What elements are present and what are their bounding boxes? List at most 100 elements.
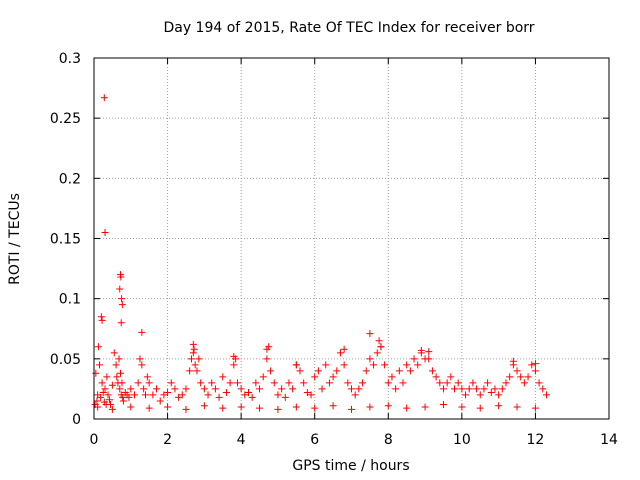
data-point-marker: [107, 401, 115, 409]
data-point-marker: [164, 389, 172, 397]
data-point-marker: [182, 385, 190, 393]
data-point-marker: [100, 94, 108, 102]
data-point-marker: [454, 379, 462, 387]
y-tick-label: 0: [72, 412, 81, 428]
data-point-marker: [256, 385, 264, 393]
x-tick-label: 0: [90, 432, 99, 448]
data-point-marker: [469, 379, 477, 387]
data-point-marker: [156, 397, 164, 405]
data-point-marker: [200, 402, 208, 410]
data-point-marker: [539, 385, 547, 393]
data-point-marker: [127, 403, 135, 411]
data-point-marker: [370, 361, 378, 369]
data-point-marker: [116, 385, 124, 393]
data-point-marker: [112, 361, 120, 369]
data-point-marker: [292, 361, 300, 369]
data-point-marker: [237, 385, 245, 393]
data-point-marker: [428, 367, 436, 375]
data-point-marker: [531, 367, 539, 375]
x-axis-title: GPS time / hours: [292, 458, 409, 474]
data-point-marker: [189, 340, 197, 348]
data-point-marker: [119, 393, 127, 401]
data-point-marker: [190, 345, 198, 353]
data-point-marker: [145, 404, 153, 412]
axis-ticks: [93, 57, 610, 420]
data-point-marker: [127, 385, 135, 393]
data-point-marker: [200, 385, 208, 393]
data-point-marker: [381, 361, 389, 369]
data-point-marker: [491, 385, 499, 393]
data-point-marker: [517, 373, 525, 381]
data-point-marker: [498, 385, 506, 393]
data-point-marker: [513, 403, 521, 411]
data-point-marker: [142, 391, 149, 399]
data-point-marker: [116, 285, 124, 293]
data-point-marker: [414, 361, 422, 369]
data-point-marker: [303, 389, 311, 397]
y-tick-labels: 0 0.05 0.1 0.15 0.2 0.25 0.3: [50, 51, 81, 428]
data-point-marker: [439, 385, 447, 393]
data-point-marker: [329, 402, 337, 410]
data-point-marker: [399, 379, 407, 387]
data-point-marker: [104, 391, 112, 399]
x-tick-label: 14: [600, 432, 618, 448]
data-point-marker: [513, 367, 521, 375]
data-point-marker: [113, 373, 121, 381]
data-point-marker: [119, 397, 127, 405]
data-point-marker: [377, 343, 385, 351]
data-point-marker: [230, 352, 238, 360]
data-point-marker: [108, 381, 116, 389]
data-point-marker: [406, 367, 414, 375]
data-point-marker: [226, 379, 234, 387]
y-tick-label: 0.3: [59, 51, 81, 67]
data-point-marker: [171, 385, 179, 393]
data-point-marker: [222, 389, 230, 397]
data-point-marker: [348, 385, 355, 393]
y-tick-label: 0.2: [59, 171, 81, 187]
data-point-marker: [366, 330, 374, 338]
data-point-marker: [267, 367, 275, 375]
data-point-marker: [366, 355, 374, 363]
data-point-marker: [108, 405, 116, 413]
data-point-marker: [395, 367, 403, 375]
data-point-marker: [359, 379, 367, 387]
data-point-marker: [182, 405, 190, 413]
data-point-marker: [252, 379, 260, 387]
data-point-marker: [97, 313, 105, 321]
data-point-marker: [340, 345, 348, 353]
data-point-marker: [270, 379, 278, 387]
data-point-marker: [384, 379, 392, 387]
x-tick-label: 12: [527, 432, 545, 448]
data-point-marker: [375, 337, 383, 345]
data-point-marker: [432, 373, 440, 381]
data-point-marker: [117, 319, 125, 327]
y-tick-label: 0.05: [50, 352, 81, 368]
data-point-marker: [99, 389, 107, 397]
data-point-marker: [322, 361, 330, 369]
data-point-marker: [458, 403, 466, 411]
data-point-marker: [487, 389, 495, 397]
data-point-marker: [410, 355, 418, 363]
data-point-marker: [421, 403, 429, 411]
data-point-marker: [520, 379, 528, 387]
data-point-marker: [149, 391, 157, 399]
data-point-marker: [462, 391, 470, 399]
data-point-marker: [178, 391, 186, 399]
data-point-marker: [130, 391, 138, 399]
data-point-marker: [259, 373, 267, 381]
data-point-marker: [211, 385, 219, 393]
data-point-marker: [101, 228, 109, 236]
data-point-marker: [153, 385, 161, 393]
data-point-marker: [403, 404, 411, 412]
x-tick-label: 10: [453, 432, 471, 448]
data-point-marker: [241, 391, 249, 399]
gridlines: [94, 58, 609, 419]
data-point-marker: [110, 349, 118, 357]
data-point-marker: [340, 361, 348, 369]
data-point-marker: [125, 393, 133, 401]
y-tick-label: 0.15: [50, 232, 81, 248]
x-tick-labels: 0 2 4 6 8 10 12 14: [90, 432, 618, 448]
data-point-marker: [140, 385, 148, 393]
data-point-marker: [285, 379, 293, 387]
